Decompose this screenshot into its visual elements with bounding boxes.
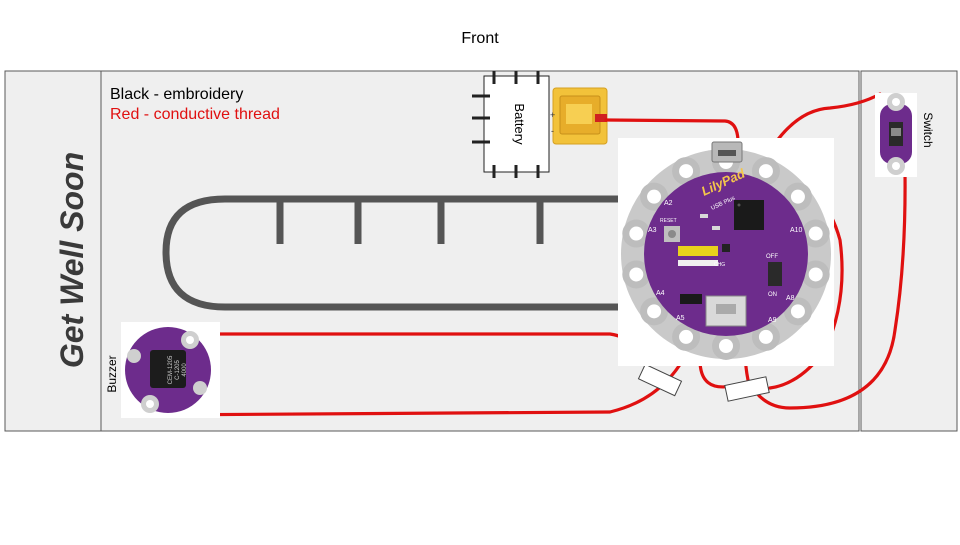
sew-tab-hole <box>808 226 823 241</box>
lilypad-board: LilyPad USB Plus A2 A3 A4 A5 A9 A8 A10 O… <box>618 138 834 366</box>
battery-label: Battery <box>512 103 527 145</box>
buzzer-module: CEM-1205 C-1205 4000 Buzzer <box>105 322 220 418</box>
board-label-a2: A2 <box>664 200 673 207</box>
sew-tab-hole <box>758 329 773 344</box>
board-label-a4: A4 <box>656 290 665 297</box>
board-power-switch <box>768 262 782 286</box>
legend-thread: Red - conductive thread <box>110 106 280 123</box>
board-label-reset: RESET <box>660 218 677 224</box>
diagram-title: Front <box>461 30 499 47</box>
buzzer-label: Buzzer <box>105 355 119 392</box>
thread-switch-to-board-vcc <box>743 170 907 410</box>
board-label-a8: A8 <box>786 295 795 302</box>
board-label-a10: A10 <box>790 227 803 234</box>
board-label-a3: A3 <box>648 227 657 234</box>
lipo-battery: + - <box>550 87 608 145</box>
sew-tab-hole <box>679 329 694 344</box>
thread-battery-to-usb <box>604 118 740 142</box>
thread-insulator-2 <box>724 376 770 402</box>
sew-tab-hole <box>679 164 694 179</box>
switch-module: Switch <box>875 93 935 177</box>
sew-tab-hole <box>647 304 662 319</box>
sew-tab-hole <box>719 339 733 353</box>
sew-tab-hole <box>758 164 773 179</box>
sew-tab-hole <box>790 304 805 319</box>
board-label-chg: CHG <box>714 262 725 268</box>
board-label-off: OFF <box>766 254 778 260</box>
sew-tab-hole <box>629 267 644 282</box>
buzzer-print-2: C-1205 <box>175 360 181 380</box>
card-spine-panel <box>4 70 102 432</box>
buzzer-print-1: CEM-1205 <box>168 355 174 384</box>
sew-tab-hole <box>808 267 823 282</box>
sew-tab-hole <box>790 189 805 204</box>
sew-tab-hole <box>647 189 662 204</box>
thermometer-outline <box>162 195 640 311</box>
battery-holder: Battery <box>472 71 550 178</box>
svg-text:-: - <box>551 126 554 136</box>
thread-buzzer-negative <box>148 356 686 417</box>
switch-label: Switch <box>921 112 935 147</box>
buzzer-print-3: 4000 <box>182 363 188 377</box>
get-well-soon-text: Get Well Soon <box>54 152 90 368</box>
board-sew-tabs <box>622 148 830 360</box>
thread-insulator-1 <box>637 363 683 397</box>
svg-text:+: + <box>550 110 555 120</box>
sew-tab-hole <box>629 226 644 241</box>
embroidery-thermometer <box>162 195 640 311</box>
board-label-a9: A9 <box>768 317 777 324</box>
board-label-on: ON <box>768 292 777 298</box>
legend-embroidery: Black - embroidery <box>110 86 243 103</box>
board-label-a5: A5 <box>676 315 685 322</box>
